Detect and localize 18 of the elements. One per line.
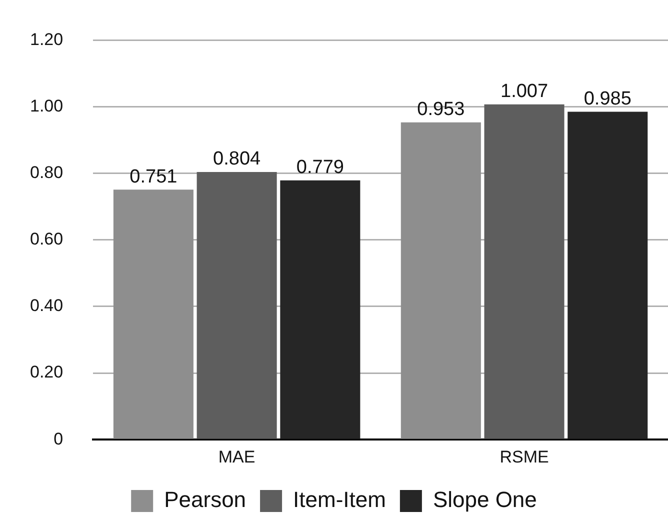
data-label: 0.985 xyxy=(584,88,632,110)
data-label: 1.007 xyxy=(500,81,548,102)
data-label: 0.804 xyxy=(213,148,262,170)
x-tick-label: RSME xyxy=(500,447,549,466)
y-tick-label: 0 xyxy=(54,429,64,448)
x-tick-label: MAE xyxy=(218,447,256,466)
y-tick-label: 0.40 xyxy=(30,296,64,316)
data-label: 0.953 xyxy=(417,99,465,120)
y-tick-label: 1.20 xyxy=(30,30,64,49)
y-tick-label: 0.20 xyxy=(30,362,64,382)
data-label: 0.751 xyxy=(130,166,178,188)
legend-label: Slope One xyxy=(432,487,537,512)
y-tick-label: 0.80 xyxy=(30,163,64,182)
y-tick-label: 1.00 xyxy=(30,96,64,116)
data-label: 0.779 xyxy=(296,157,344,178)
y-tick-label: 0.60 xyxy=(30,230,64,249)
legend-label: Pearson xyxy=(164,487,246,512)
legend-label: Item-Item xyxy=(293,487,386,512)
